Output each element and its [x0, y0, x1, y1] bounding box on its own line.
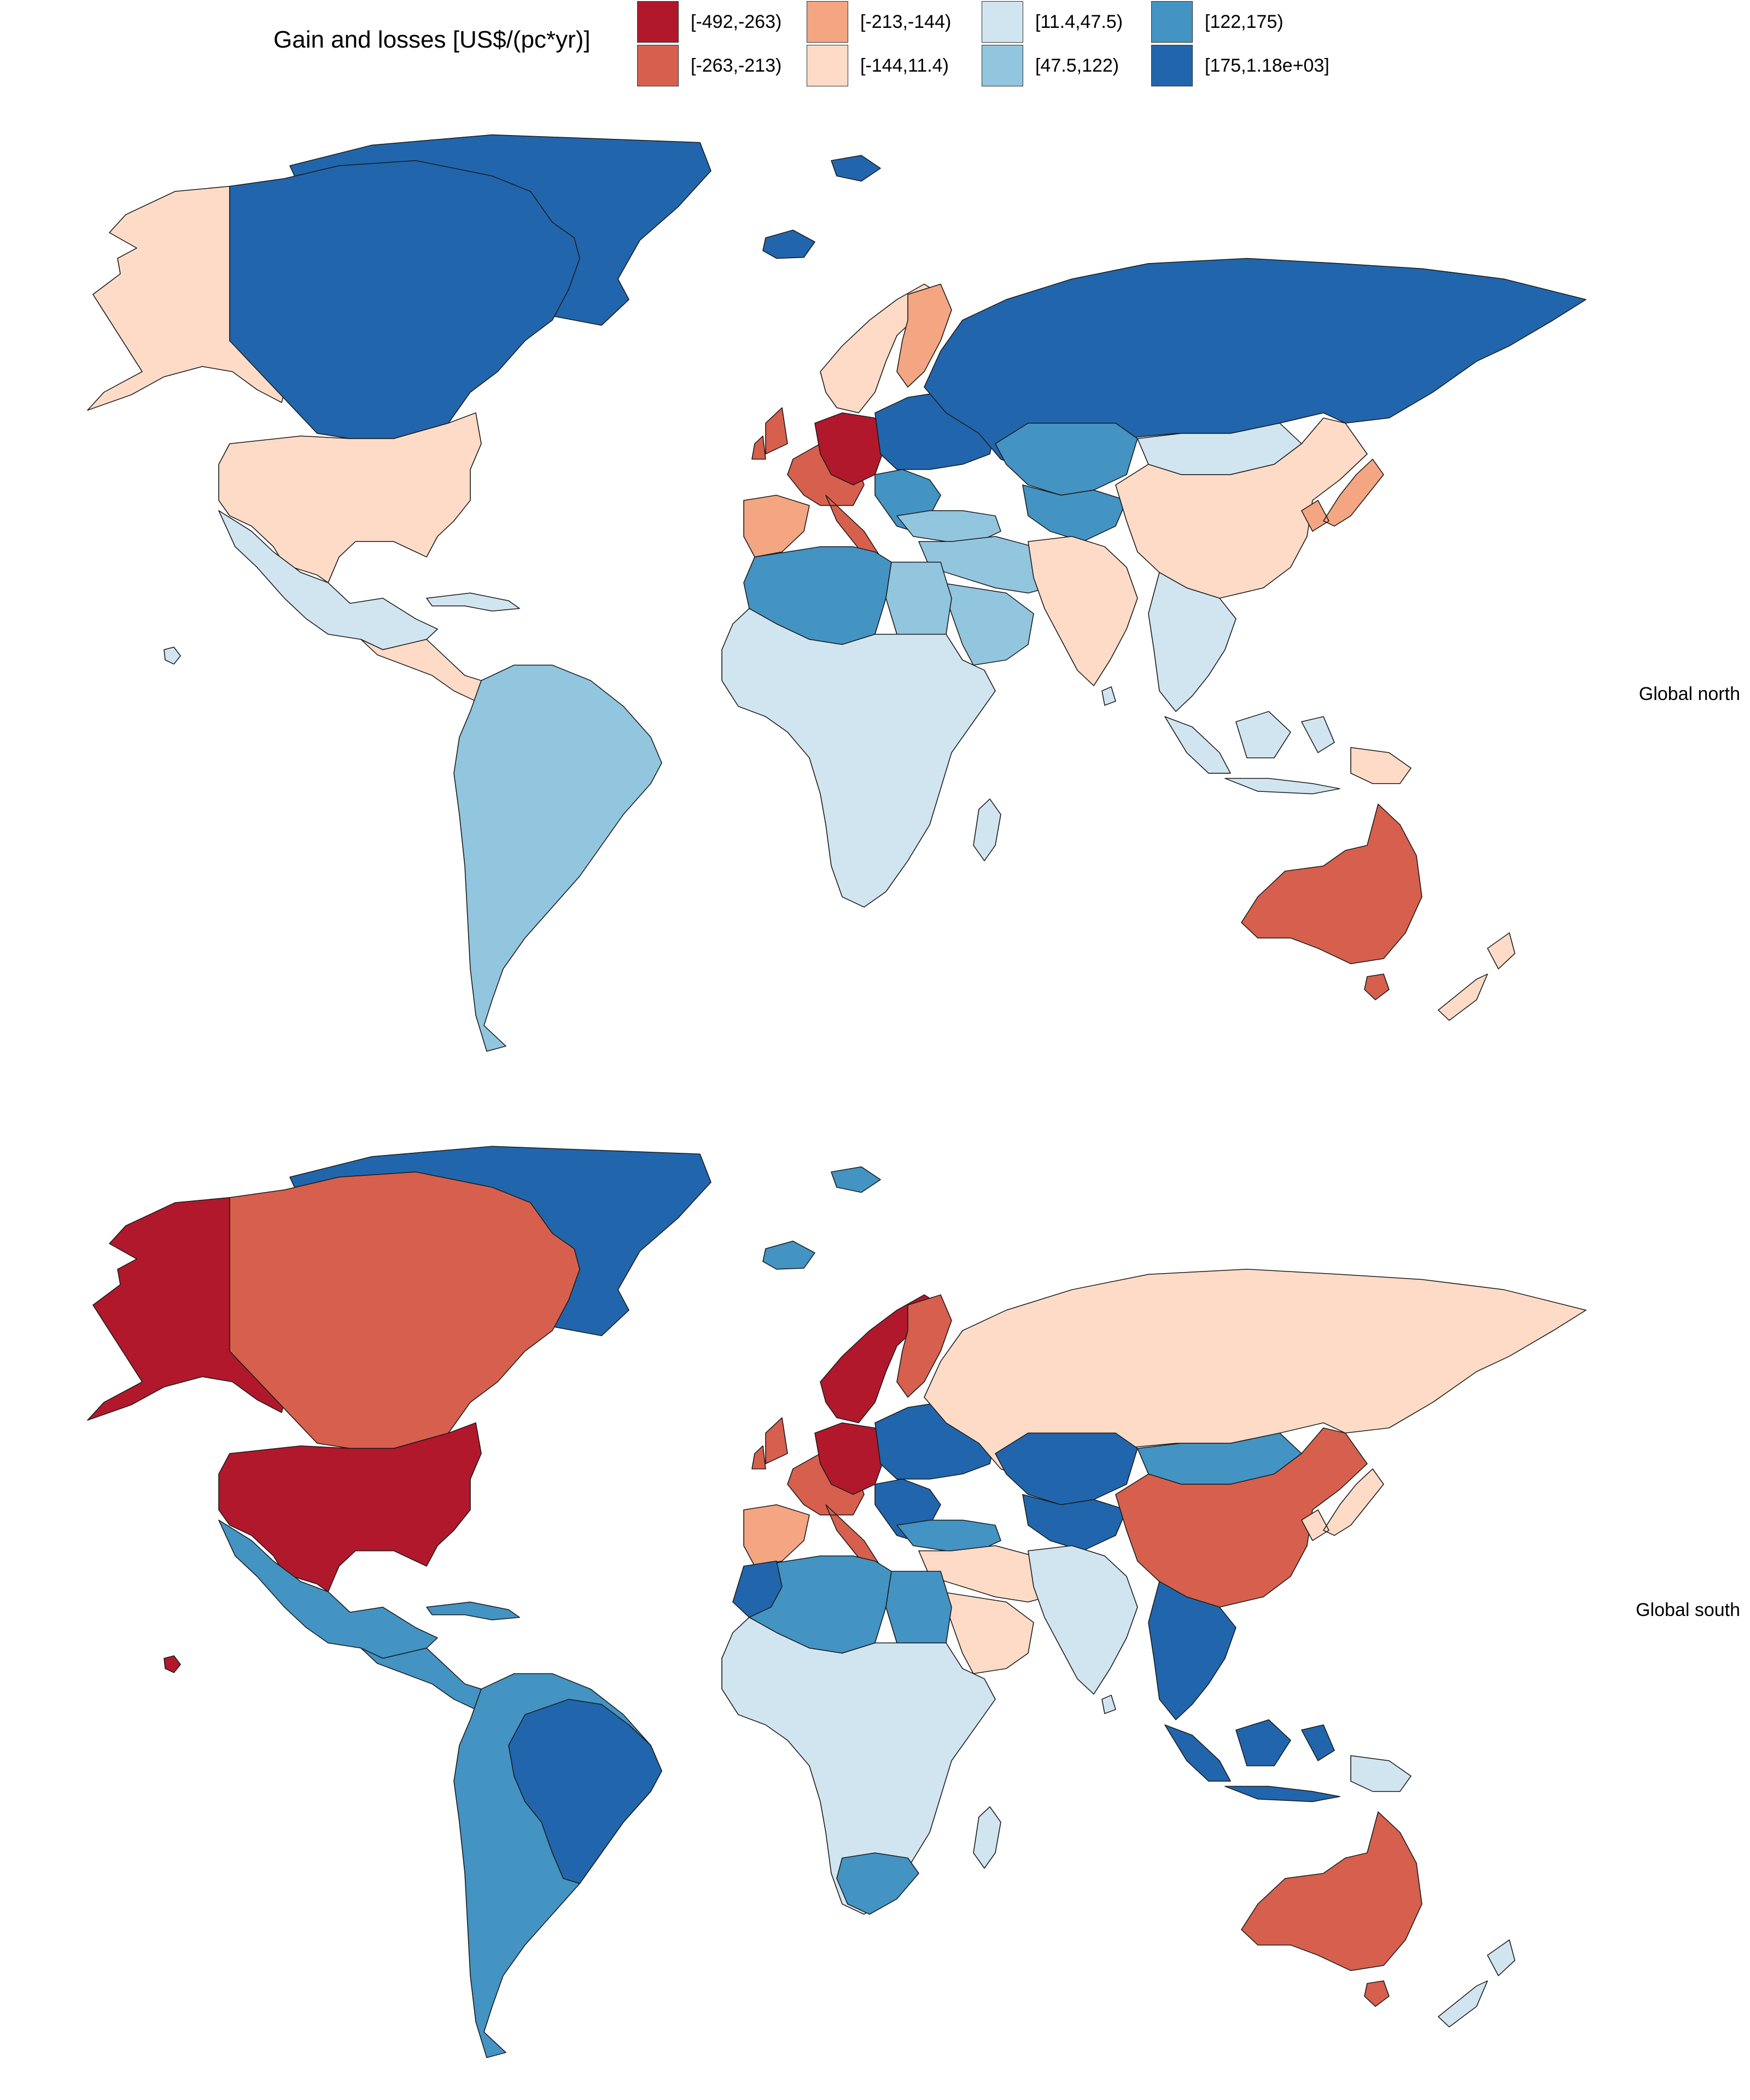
- region-central-america: [360, 1647, 490, 1710]
- region-india: [1028, 536, 1138, 686]
- map-panel-global-south: Global south: [0, 1116, 1750, 2078]
- region-svalbard: [831, 155, 881, 182]
- region-tasmania: [1364, 1980, 1390, 2007]
- region-turkey: [896, 510, 1001, 542]
- legend-item: [-263,-213): [637, 44, 781, 88]
- region-png: [1350, 1755, 1411, 1792]
- region-kazakhstan: [995, 1432, 1138, 1506]
- legend-item: [11.4,47.5): [982, 0, 1123, 44]
- region-arabia: [940, 1591, 1034, 1675]
- legend-item: [-144,11.4): [807, 44, 949, 88]
- legend-swatch: [637, 1, 679, 43]
- region-south-africa: [836, 1852, 919, 1915]
- legend-item: [175,1.18e+03]: [1151, 44, 1329, 88]
- region-egypt: [885, 562, 952, 635]
- region-sri-lanka: [1101, 686, 1116, 706]
- region-finland: [896, 283, 952, 388]
- region-brazil: [508, 1699, 662, 1885]
- legend: Gain and losses [US$/(pc*yr)] [-492,-263…: [0, 0, 1750, 88]
- region-central-america: [360, 639, 490, 702]
- region-canada: [229, 160, 580, 439]
- region-svalbard: [831, 1166, 881, 1193]
- region-western-europe: [751, 1417, 881, 1572]
- region-madagascar: [973, 798, 1001, 861]
- region-png: [1350, 747, 1411, 784]
- legend-label: [11.4,47.5): [1035, 11, 1123, 32]
- region-madagascar: [973, 1806, 1001, 1869]
- region-western-europe: [751, 407, 881, 563]
- region-iceland: [762, 1240, 815, 1270]
- region-japan-korea: [1301, 458, 1384, 532]
- region-iberia: [743, 1504, 810, 1567]
- legend-item: [47.5,122): [982, 44, 1119, 88]
- legend-title: Gain and losses [US$/(pc*yr)]: [273, 26, 591, 53]
- region-iceland: [762, 229, 815, 259]
- region-indonesia: [1164, 711, 1340, 795]
- legend-swatch: [982, 45, 1023, 86]
- region-indonesia: [1164, 1719, 1340, 1802]
- region-caribbean: [426, 1601, 520, 1620]
- region-mainland-se-asia: [1148, 572, 1236, 712]
- legend-label: [-263,-213): [691, 55, 782, 76]
- legend-label: [-492,-263): [691, 11, 782, 32]
- region-canada: [229, 1171, 580, 1449]
- region-tasmania: [1364, 973, 1390, 1000]
- region-caribbean: [426, 592, 520, 612]
- legend-swatch: [1151, 1, 1193, 43]
- legend-label: [122,175): [1205, 11, 1284, 32]
- legend-label: [47.5,122): [1035, 55, 1119, 76]
- map-panel-global-north: Global north: [0, 104, 1750, 1072]
- panel-label-global-south: Global south: [1636, 1600, 1740, 1620]
- world-map-global-north: [87, 134, 1586, 1052]
- region-usa: [218, 412, 482, 584]
- region-arabia: [940, 582, 1034, 666]
- region-japan-korea: [1301, 1468, 1384, 1541]
- region-mainland-se-asia: [1148, 1581, 1236, 1720]
- legend-swatch: [807, 45, 848, 86]
- region-new-zealand: [1438, 932, 1515, 1021]
- region-australia: [1241, 1811, 1422, 1971]
- region-central-asia: [1022, 484, 1127, 542]
- region-usa: [218, 1422, 482, 1592]
- region-south-america: [453, 664, 662, 1052]
- legend-item: [122,175): [1151, 0, 1284, 44]
- region-new-zealand: [1438, 1939, 1515, 2028]
- region-central-asia: [1022, 1494, 1127, 1551]
- legend-swatch: [637, 45, 679, 86]
- legend-label: [-144,11.4): [860, 55, 949, 76]
- region-hawaii: [164, 646, 181, 665]
- region-india: [1028, 1545, 1138, 1695]
- legend-label: [-213,-144): [860, 11, 952, 32]
- region-morocco: [732, 1560, 783, 1618]
- region-kazakhstan: [995, 422, 1138, 496]
- panel-label-global-north: Global north: [1638, 684, 1740, 704]
- legend-swatch: [1151, 45, 1193, 86]
- region-finland: [896, 1294, 952, 1398]
- region-turkey: [896, 1519, 1001, 1551]
- region-subsaharan-africa: [721, 608, 996, 908]
- legend-item: [-213,-144): [807, 0, 951, 44]
- world-map-global-south: [87, 1146, 1586, 2058]
- legend-item: [-492,-263): [637, 0, 781, 44]
- region-iberia: [743, 494, 810, 558]
- region-hawaii: [164, 1655, 181, 1673]
- region-australia: [1241, 803, 1422, 965]
- region-egypt: [885, 1571, 952, 1644]
- legend-swatch: [807, 1, 848, 43]
- legend-swatch: [982, 1, 1023, 43]
- region-sri-lanka: [1101, 1694, 1116, 1714]
- legend-label: [175,1.18e+03]: [1205, 55, 1329, 76]
